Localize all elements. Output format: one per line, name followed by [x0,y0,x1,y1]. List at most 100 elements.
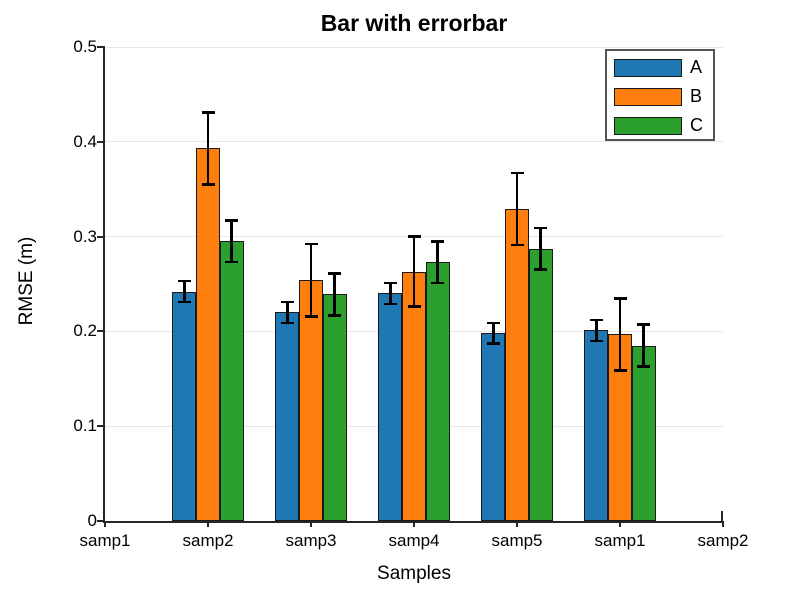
errorbar-cap-bottom [589,339,603,343]
bar-samp1-C [631,345,656,521]
y-tick-label: 0.2 [73,321,97,341]
errorbar-cap-top [589,318,603,322]
y-tick-label: 0.1 [73,416,97,436]
errorbar-cap-top [510,171,524,175]
y-tick-mark [97,425,105,428]
errorbar-cap-bottom [304,314,318,318]
bar-samp1-A [584,330,609,521]
x-tick-label: samp4 [388,531,440,550]
bar-samp5-B [505,209,529,521]
errorbar-cap-bottom [225,260,239,264]
legend-label-C: C [690,115,703,135]
errorbar-cap-bottom [637,365,651,368]
x-tick-label: samp2 [182,531,234,550]
errorbar-cap-bottom [431,281,445,285]
x-tick-label: samp2 [697,531,749,550]
x-tick-label: samp1 [594,531,646,550]
errorbar-cap-top [177,279,191,283]
legend-row-C: C [614,115,710,135]
errorbar-cap-top [201,111,215,114]
errorbar-cap-bottom [177,300,191,304]
errorbar-cap-top [328,272,342,275]
y-axis-label: RMSE (m) [16,236,37,326]
errorbar-line [595,320,598,341]
legend-row-B: B [614,86,710,106]
errorbar-cap-bottom [613,368,627,372]
legend-label-B: B [690,86,703,106]
errorbar-cap-bottom [510,243,524,247]
errorbar-line [515,173,519,246]
legend-swatch-A [614,59,682,77]
errorbar-line [206,112,210,185]
errorbar-cap-top [637,323,651,327]
x-tick-mark [516,521,518,527]
bar-samp2-C [219,241,244,521]
y-tick-label: 0.5 [73,37,97,56]
errorbar-cap-bottom [280,321,294,325]
x-tick-mark [104,521,106,527]
y-tick-mark [97,330,105,333]
errorbar-cap-top [280,300,294,304]
errorbar-line [436,241,439,284]
errorbar-cap-bottom [534,268,548,272]
errorbar-cap-top [407,235,421,238]
errorbar-cap-top [486,321,500,325]
errorbar-line [642,324,645,367]
chart-title: Bar with errorbar [320,10,508,36]
y-tick-mark [97,520,105,522]
x-tick-label: samp1 [79,531,131,550]
x-axis-label: Samples [377,563,451,584]
errorbar-cap-top [431,240,445,243]
y-gridline [105,46,723,48]
x-tick-mark [619,521,621,527]
x-axis-end-cap [721,511,723,521]
legend-label-A: A [690,57,703,77]
errorbar-line [230,220,233,263]
errorbar-cap-top [613,296,627,300]
errorbar-line [389,283,392,304]
y-tick-label: 0.3 [73,226,97,246]
bar-samp5-C [528,248,553,521]
y-tick-mark [97,140,105,143]
y-tick-label: 0 [87,511,97,530]
legend-swatch-C [614,117,682,135]
bar-samp3-C [322,294,347,521]
errorbar-line [286,302,289,323]
errorbar-line [492,322,495,344]
errorbar-line [412,236,416,307]
bar-samp4-C [425,262,450,521]
bar-samp2-B [196,148,220,521]
bar-samp4-A [378,293,403,521]
errorbar-line [618,298,622,371]
errorbar-line [309,244,313,317]
errorbar-cap-top [383,281,397,285]
y-gridline [105,141,723,143]
errorbar-line [183,281,186,302]
x-tick-mark [722,521,724,527]
errorbar-cap-top [304,242,318,246]
errorbar-line [333,273,336,316]
x-tick-mark [310,521,312,527]
y-tick-mark [97,235,105,238]
y-tick-mark [97,46,105,48]
errorbar-cap-bottom [328,313,342,317]
errorbar-cap-bottom [407,305,421,309]
legend-row-A: A [614,57,710,77]
errorbar-cap-top [534,226,548,230]
bar-samp5-A [481,333,506,521]
y-axis-spine [103,47,105,523]
errorbar-line [539,228,542,270]
errorbar-cap-bottom [486,342,500,346]
legend-swatch-B [614,88,682,106]
bar-samp3-A [275,312,300,521]
errorbar-cap-bottom [383,302,397,306]
x-tick-mark [413,521,415,527]
x-tick-mark [207,521,209,527]
errorbar-cap-top [225,219,239,222]
y-tick-label: 0.4 [73,131,97,151]
bar-samp4-B [402,271,426,521]
bar-samp2-A [172,291,197,521]
x-tick-label: samp5 [491,531,543,550]
